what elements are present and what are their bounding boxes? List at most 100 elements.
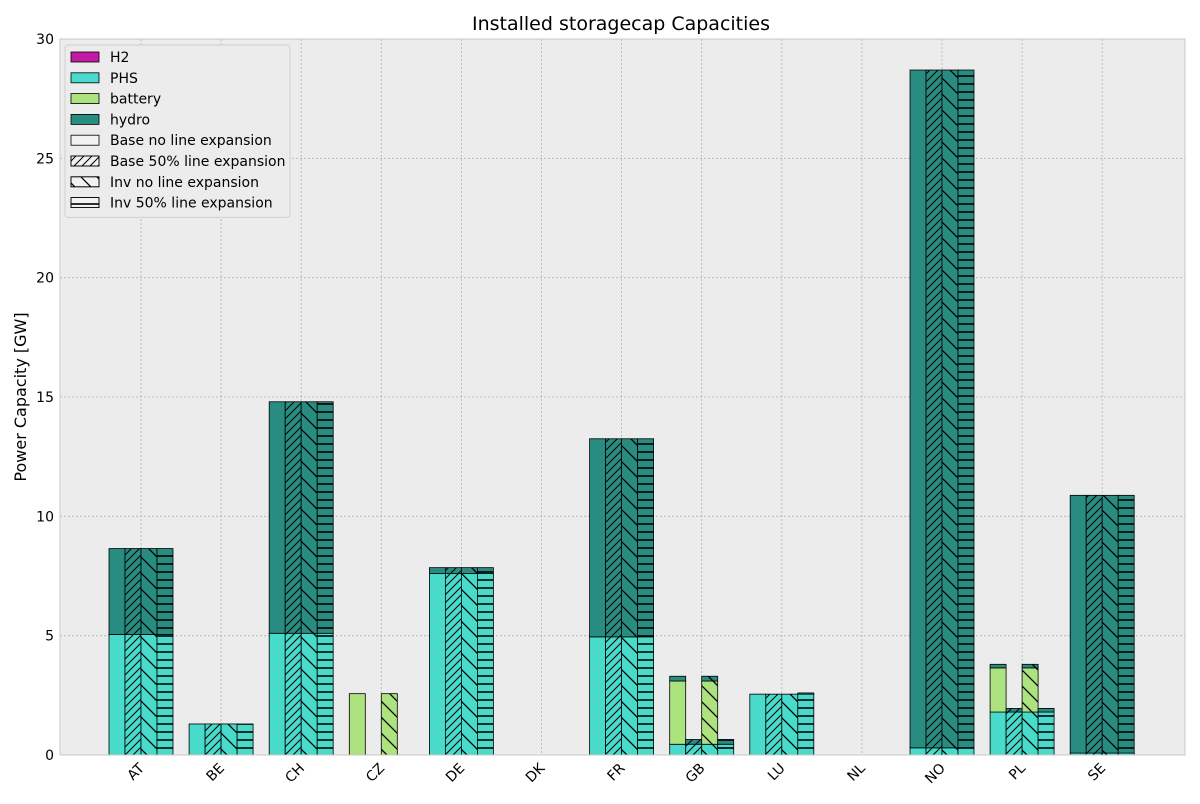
bar-hatch	[717, 739, 734, 745]
bar-hatch	[701, 681, 718, 745]
y-axis-label: Power Capacity [GW]	[11, 312, 30, 481]
legend-swatch-hatch	[70, 155, 100, 167]
bar-hatch	[381, 693, 398, 755]
bar-hatch	[1022, 667, 1039, 713]
bars	[108, 69, 1135, 756]
legend: H2 PHS battery hydro Base no line expansion B…	[64, 44, 291, 218]
y-tick-label: 15	[36, 390, 54, 406]
bar-hatch	[926, 747, 942, 755]
bar-hatch	[317, 633, 334, 755]
bar-hatch	[477, 567, 494, 574]
legend-label: Inv 50% line expansion	[110, 196, 273, 212]
bar-segment	[669, 680, 687, 745]
bar-hatch	[637, 636, 654, 755]
bar-hatch	[285, 633, 302, 755]
bar-hatch	[637, 438, 654, 637]
x-tick-label: NL	[844, 760, 868, 784]
bar-hatch	[157, 634, 173, 755]
bar-hatch	[461, 573, 478, 755]
bar-hatch	[1118, 495, 1135, 754]
bar-hatch	[1022, 664, 1039, 668]
bar-hatch	[141, 548, 157, 635]
x-tick-label: CZ	[363, 761, 388, 786]
legend-box	[64, 44, 291, 218]
x-tick-label: DE	[443, 761, 468, 786]
bar-hatch	[125, 634, 141, 755]
bar-segment	[989, 711, 1007, 756]
bar-segment	[589, 438, 606, 638]
bar-hatch	[605, 636, 622, 755]
bar-hatch	[1006, 708, 1023, 713]
bar-segment	[989, 663, 1007, 669]
x-tick-label: FR	[605, 760, 629, 784]
bar-hatch	[461, 567, 478, 574]
x-tick-label: LU	[765, 761, 789, 785]
bar-hatch	[958, 70, 974, 748]
bar-hatch	[1102, 495, 1119, 754]
bar-hatch	[1102, 753, 1119, 755]
bar-segment	[108, 548, 126, 635]
bar-hatch	[205, 723, 222, 755]
chart-title: Installed storagecap Capacities	[472, 13, 770, 35]
bar-hatch	[445, 567, 462, 574]
plot-frame	[59, 38, 1186, 756]
legend-label: Base 50% line expansion	[110, 154, 285, 170]
legend-swatch	[70, 51, 100, 63]
bar-hatch	[1038, 708, 1055, 713]
legend-label: hydro	[110, 112, 150, 128]
bar-segment	[749, 693, 767, 756]
x-tick-label: BE	[204, 761, 228, 785]
bar-hatch	[942, 70, 958, 748]
bar-segment	[589, 636, 606, 756]
bar-hatch	[1086, 753, 1103, 755]
bar-hatch	[221, 723, 238, 755]
bar-hatch	[445, 573, 462, 755]
bar-hatch	[926, 70, 942, 748]
bar-hatch	[1118, 753, 1135, 755]
bar-hatch	[477, 573, 494, 755]
bar-segment	[909, 69, 927, 749]
x-tick-label: NO	[922, 761, 949, 788]
legend-swatch-hatch	[70, 197, 100, 209]
bar-segment	[268, 632, 286, 756]
bar-hatch	[621, 636, 638, 755]
y-tick-label: 20	[36, 271, 54, 287]
bar-hatch	[157, 548, 173, 635]
legend-swatch	[70, 114, 100, 125]
bar-hatch	[701, 676, 718, 682]
bar-segment	[268, 401, 286, 634]
bar-segment	[989, 667, 1007, 713]
legend-swatch	[70, 134, 100, 146]
x-tick-label: AT	[124, 760, 148, 784]
bar-hatch	[1086, 495, 1103, 754]
bar-hatch	[125, 548, 141, 635]
y-tick-label: 25	[36, 151, 54, 167]
bar-segment	[669, 675, 687, 682]
bar-hatch	[237, 723, 254, 755]
bar-hatch	[958, 747, 974, 755]
bar-hatch	[685, 744, 702, 755]
legend-label: Inv no line expansion	[110, 175, 259, 191]
bar-segment	[428, 573, 446, 756]
bar-hatch	[717, 744, 734, 755]
bar-hatch	[781, 694, 798, 755]
x-tick-label: DK	[523, 760, 549, 786]
bar-hatch	[1038, 712, 1055, 755]
bar-segment	[909, 747, 927, 756]
bar-hatch	[797, 694, 814, 755]
legend-swatch-hatch	[70, 176, 100, 188]
bar-segment	[348, 693, 366, 756]
legend-label: PHS	[110, 71, 138, 87]
bar-hatch	[797, 692, 814, 695]
bar-hatch	[301, 401, 318, 634]
bar-segment	[428, 567, 446, 575]
bar-segment	[188, 723, 206, 756]
bar-segment	[669, 743, 687, 756]
legend-label: Base no line expansion	[110, 133, 272, 149]
bar-hatch	[685, 739, 702, 745]
bar-hatch	[285, 401, 302, 634]
legend-label: H2	[110, 50, 129, 66]
x-tick-label: GB	[683, 761, 709, 787]
